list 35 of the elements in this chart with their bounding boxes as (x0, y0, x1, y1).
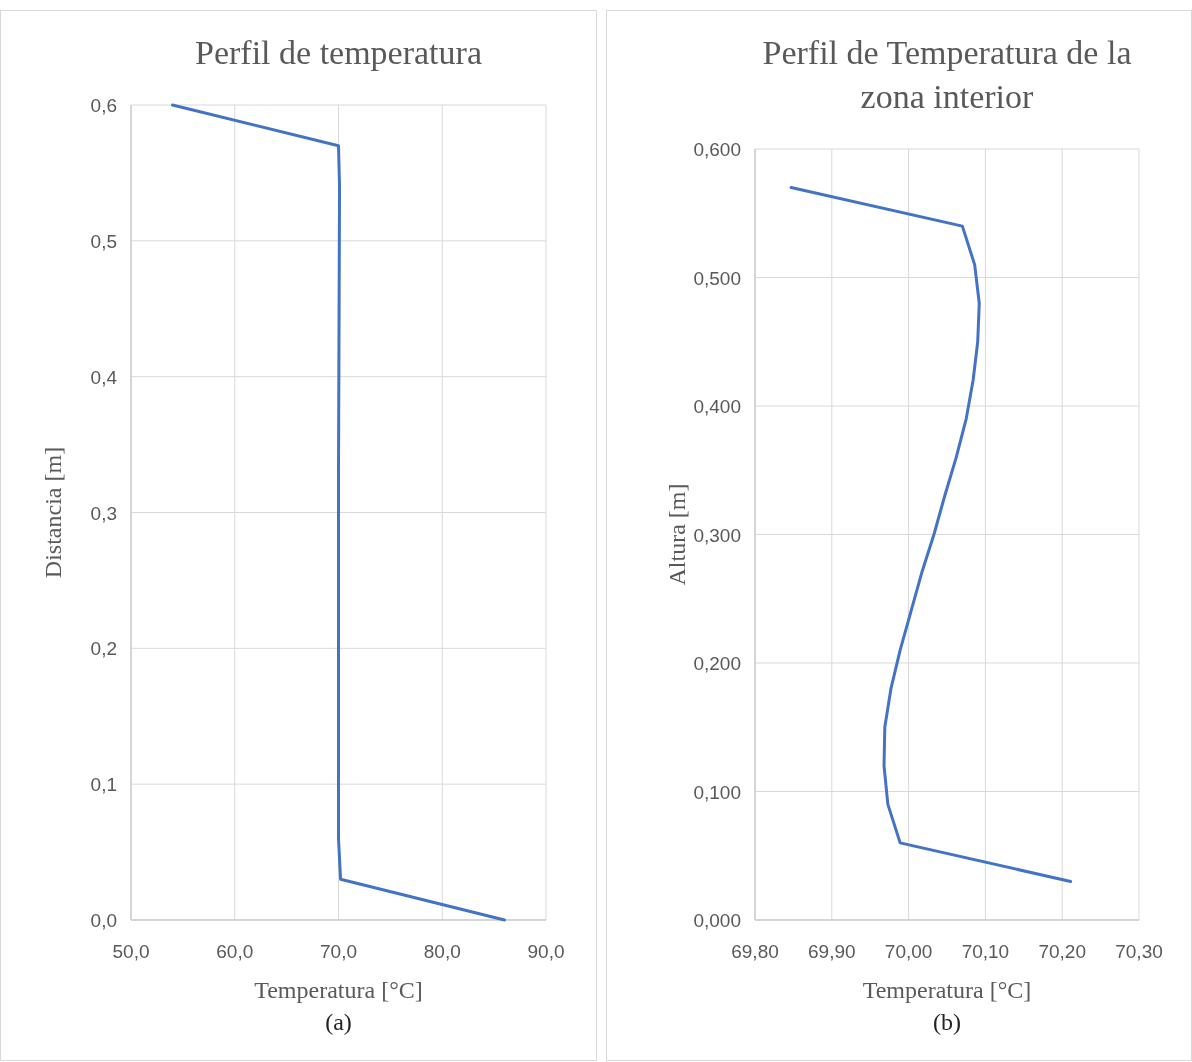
y-tick-label: 0,300 (693, 524, 741, 546)
x-tick-label: 69,90 (808, 941, 856, 962)
y-tick-label: 0,6 (90, 95, 117, 116)
y-tick-label: 0,000 (693, 910, 741, 931)
y-tick-label: 0,0 (90, 910, 117, 931)
y-tick-label: 0,400 (693, 396, 741, 417)
chart-title: Perfil de temperatura (195, 34, 482, 71)
x-tick-label: 70,0 (320, 941, 357, 962)
x-tick-label: 60,0 (216, 941, 254, 962)
x-axis-title: Temperatura [°C] (254, 977, 423, 1003)
x-tick-label: 70,30 (1115, 941, 1163, 962)
y-tick-label: 0,2 (90, 638, 117, 660)
x-tick-label: 50,0 (112, 941, 150, 962)
x-tick-label: 70,00 (884, 941, 933, 962)
line-series (789, 186, 1073, 883)
y-tick-label: 0,200 (693, 653, 741, 674)
y-tick-label: 0,3 (90, 502, 117, 524)
x-tick-label: 90,0 (527, 941, 565, 962)
chart-title: Perfil de Temperatura de la zona interior (762, 34, 1132, 115)
y-tick-label: 0,5 (90, 230, 117, 252)
text: (b) (933, 1009, 961, 1035)
line-series (171, 103, 506, 922)
x-tick-label: 80,0 (423, 941, 461, 962)
x-axis-title: Temperatura [°C] (862, 977, 1032, 1003)
x-tick-label: 69,80 (731, 941, 779, 962)
y-axis-title: Altura [m] (664, 483, 690, 586)
y-tick-label: 0,1 (90, 774, 117, 796)
y-tick-label: 0,4 (90, 366, 118, 388)
x-tick-label: 70,10 (961, 941, 1010, 962)
text: (a) (325, 1009, 352, 1035)
y-tick-label: 0,100 (693, 781, 741, 803)
y-axis-title: Distancia [m] (40, 446, 66, 579)
y-tick-label: 0,600 (693, 139, 741, 160)
y-tick-label: 0,500 (693, 267, 741, 289)
x-tick-label: 70,20 (1038, 941, 1086, 962)
